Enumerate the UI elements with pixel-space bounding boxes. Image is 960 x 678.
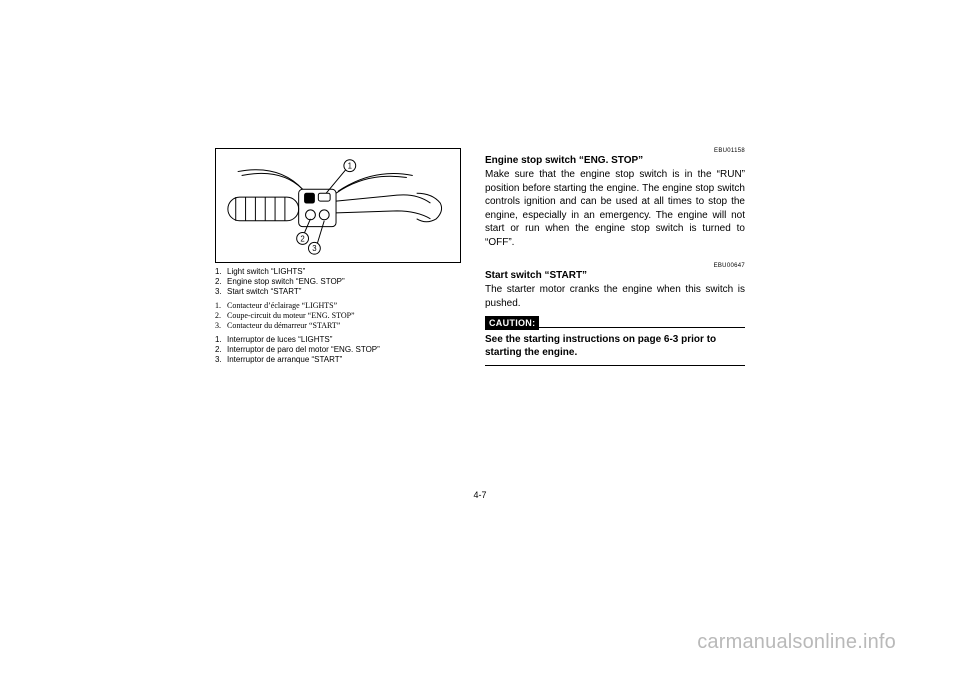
- caption-text: Coupe-circuit du moteur “ENG. STOP”: [227, 311, 355, 321]
- caption-num: 1.: [215, 335, 227, 345]
- caption-text: Interruptor de paro del motor “ENG. STOP…: [227, 345, 380, 355]
- page: 1 2 3 1.Light switch “LIGHTS” 2.Engine s…: [0, 0, 960, 678]
- callout-1: 1: [348, 162, 352, 171]
- caption-english: 1.Light switch “LIGHTS” 2.Engine stop sw…: [215, 267, 465, 297]
- caption-num: 2.: [215, 345, 227, 355]
- handlebar-diagram: 1 2 3: [220, 153, 456, 258]
- callout-2: 2: [300, 234, 304, 243]
- caption-text: Light switch “LIGHTS”: [227, 267, 305, 277]
- caption-spanish: 1.Interruptor de luces “LIGHTS” 2.Interr…: [215, 335, 465, 365]
- end-rule: [485, 365, 745, 366]
- content-area: 1 2 3 1.Light switch “LIGHTS” 2.Engine s…: [215, 148, 745, 448]
- caption-french: 1.Contacteur d’éclairage “LIGHTS” 2.Coup…: [215, 301, 465, 331]
- caption-num: 3.: [215, 355, 227, 365]
- figure-box: 1 2 3: [215, 148, 461, 263]
- caption-text: Engine stop switch “ENG. STOP”: [227, 277, 345, 287]
- caption-text: Contacteur du démarreur “START”: [227, 321, 340, 331]
- reference-code: EBU01158: [485, 148, 745, 154]
- body-paragraph: Make sure that the engine stop switch is…: [485, 168, 745, 249]
- caption-num: 2.: [215, 277, 227, 287]
- section-heading: Start switch “START”: [485, 270, 745, 281]
- caption-num: 1.: [215, 301, 227, 311]
- caption-num: 2.: [215, 311, 227, 321]
- caption-text: Interruptor de arranque “START”: [227, 355, 342, 365]
- caution-label: CAUTION:: [485, 316, 539, 330]
- caution-text: See the starting instructions on page 6-…: [485, 333, 745, 359]
- right-column: EBU01158 Engine stop switch “ENG. STOP” …: [485, 148, 745, 448]
- caption-text: Start switch “START”: [227, 287, 301, 297]
- watermark: carmanualsonline.info: [697, 631, 896, 654]
- caption-text: Contacteur d’éclairage “LIGHTS”: [227, 301, 337, 311]
- section-heading: Engine stop switch “ENG. STOP”: [485, 155, 745, 166]
- caution-header: CAUTION:: [485, 316, 745, 330]
- body-paragraph: The starter motor cranks the engine when…: [485, 283, 745, 310]
- page-number: 4-7: [0, 490, 960, 500]
- caption-text: Interruptor de luces “LIGHTS”: [227, 335, 332, 345]
- caution-rule: [539, 327, 745, 328]
- left-column: 1 2 3 1.Light switch “LIGHTS” 2.Engine s…: [215, 148, 465, 448]
- callout-3: 3: [312, 244, 317, 253]
- caption-num: 3.: [215, 321, 227, 331]
- caption-num: 1.: [215, 267, 227, 277]
- caption-num: 3.: [215, 287, 227, 297]
- reference-code: EBU00647: [485, 263, 745, 269]
